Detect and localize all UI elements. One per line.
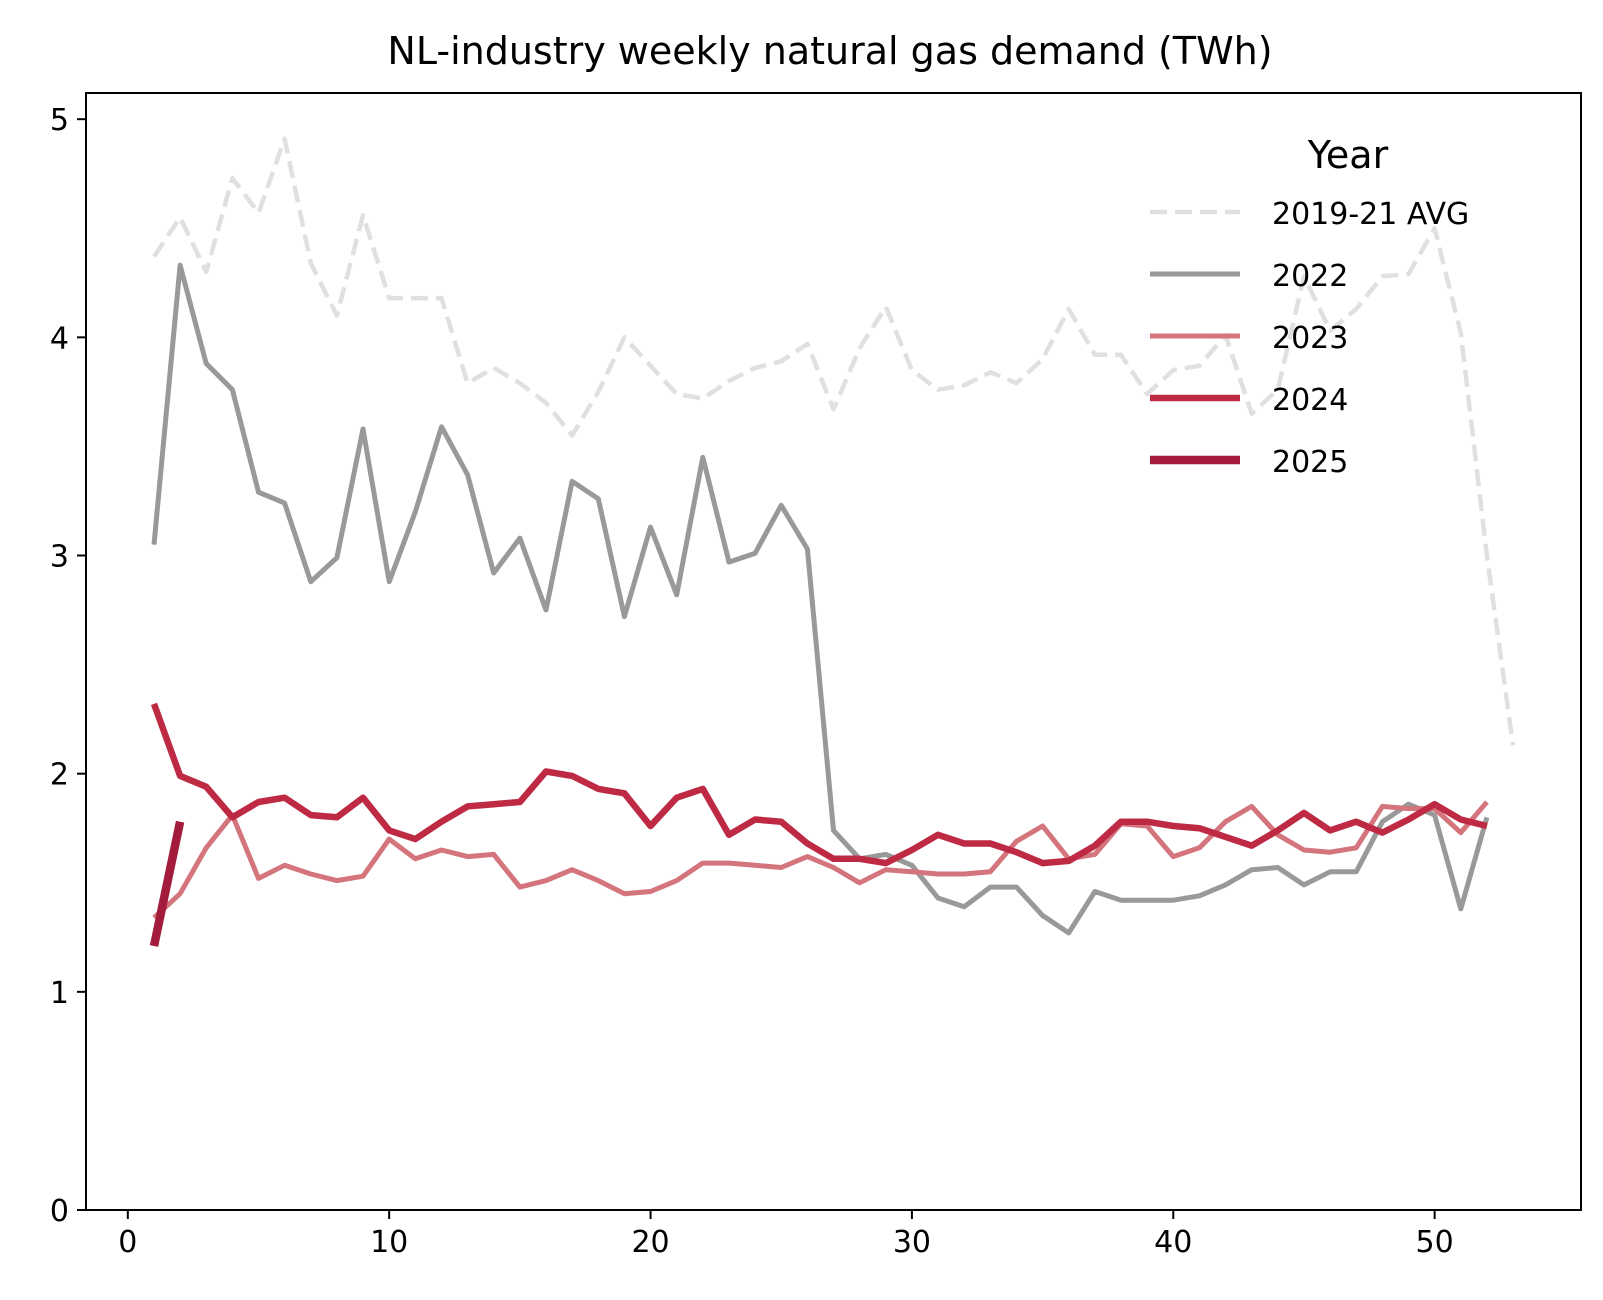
y-tick-label: 2 xyxy=(50,758,69,793)
y-tick-label: 5 xyxy=(50,103,69,138)
x-tick-label: 50 xyxy=(1416,1225,1454,1260)
legend-label: 2024 xyxy=(1272,383,1348,418)
chart-title: NL-industry weekly natural gas demand (T… xyxy=(387,29,1272,73)
x-tick-label: 40 xyxy=(1154,1225,1192,1260)
legend-title: Year xyxy=(1307,133,1389,177)
x-tick-label: 30 xyxy=(893,1225,931,1260)
y-tick-label: 4 xyxy=(50,321,69,356)
series-line-2023 xyxy=(152,800,1489,920)
y-tick-label: 3 xyxy=(50,540,69,575)
y-axis: 0 1 2 3 4 5 xyxy=(50,103,86,1229)
series-line-2019-21-avg xyxy=(152,136,1516,746)
legend: Year 2019-21 AVG 2022 2023 2024 2025 xyxy=(1150,133,1469,480)
plot-frame xyxy=(85,92,1582,1211)
x-axis: 0 10 20 30 40 50 xyxy=(118,1210,1454,1260)
legend-label: 2023 xyxy=(1272,321,1348,356)
legend-label: 2025 xyxy=(1272,445,1348,480)
series-line-2024 xyxy=(150,702,1488,867)
x-tick-label: 0 xyxy=(118,1225,137,1260)
y-tick-label: 1 xyxy=(50,976,69,1011)
x-tick-label: 20 xyxy=(631,1225,669,1260)
legend-label: 2019-21 AVG xyxy=(1272,197,1469,232)
series-line-2022 xyxy=(151,262,1490,936)
x-tick-label: 10 xyxy=(370,1225,408,1260)
y-tick-label: 0 xyxy=(50,1194,69,1229)
legend-label: 2022 xyxy=(1272,259,1348,294)
plot-lines xyxy=(149,136,1516,947)
series-line-2025 xyxy=(149,820,185,947)
